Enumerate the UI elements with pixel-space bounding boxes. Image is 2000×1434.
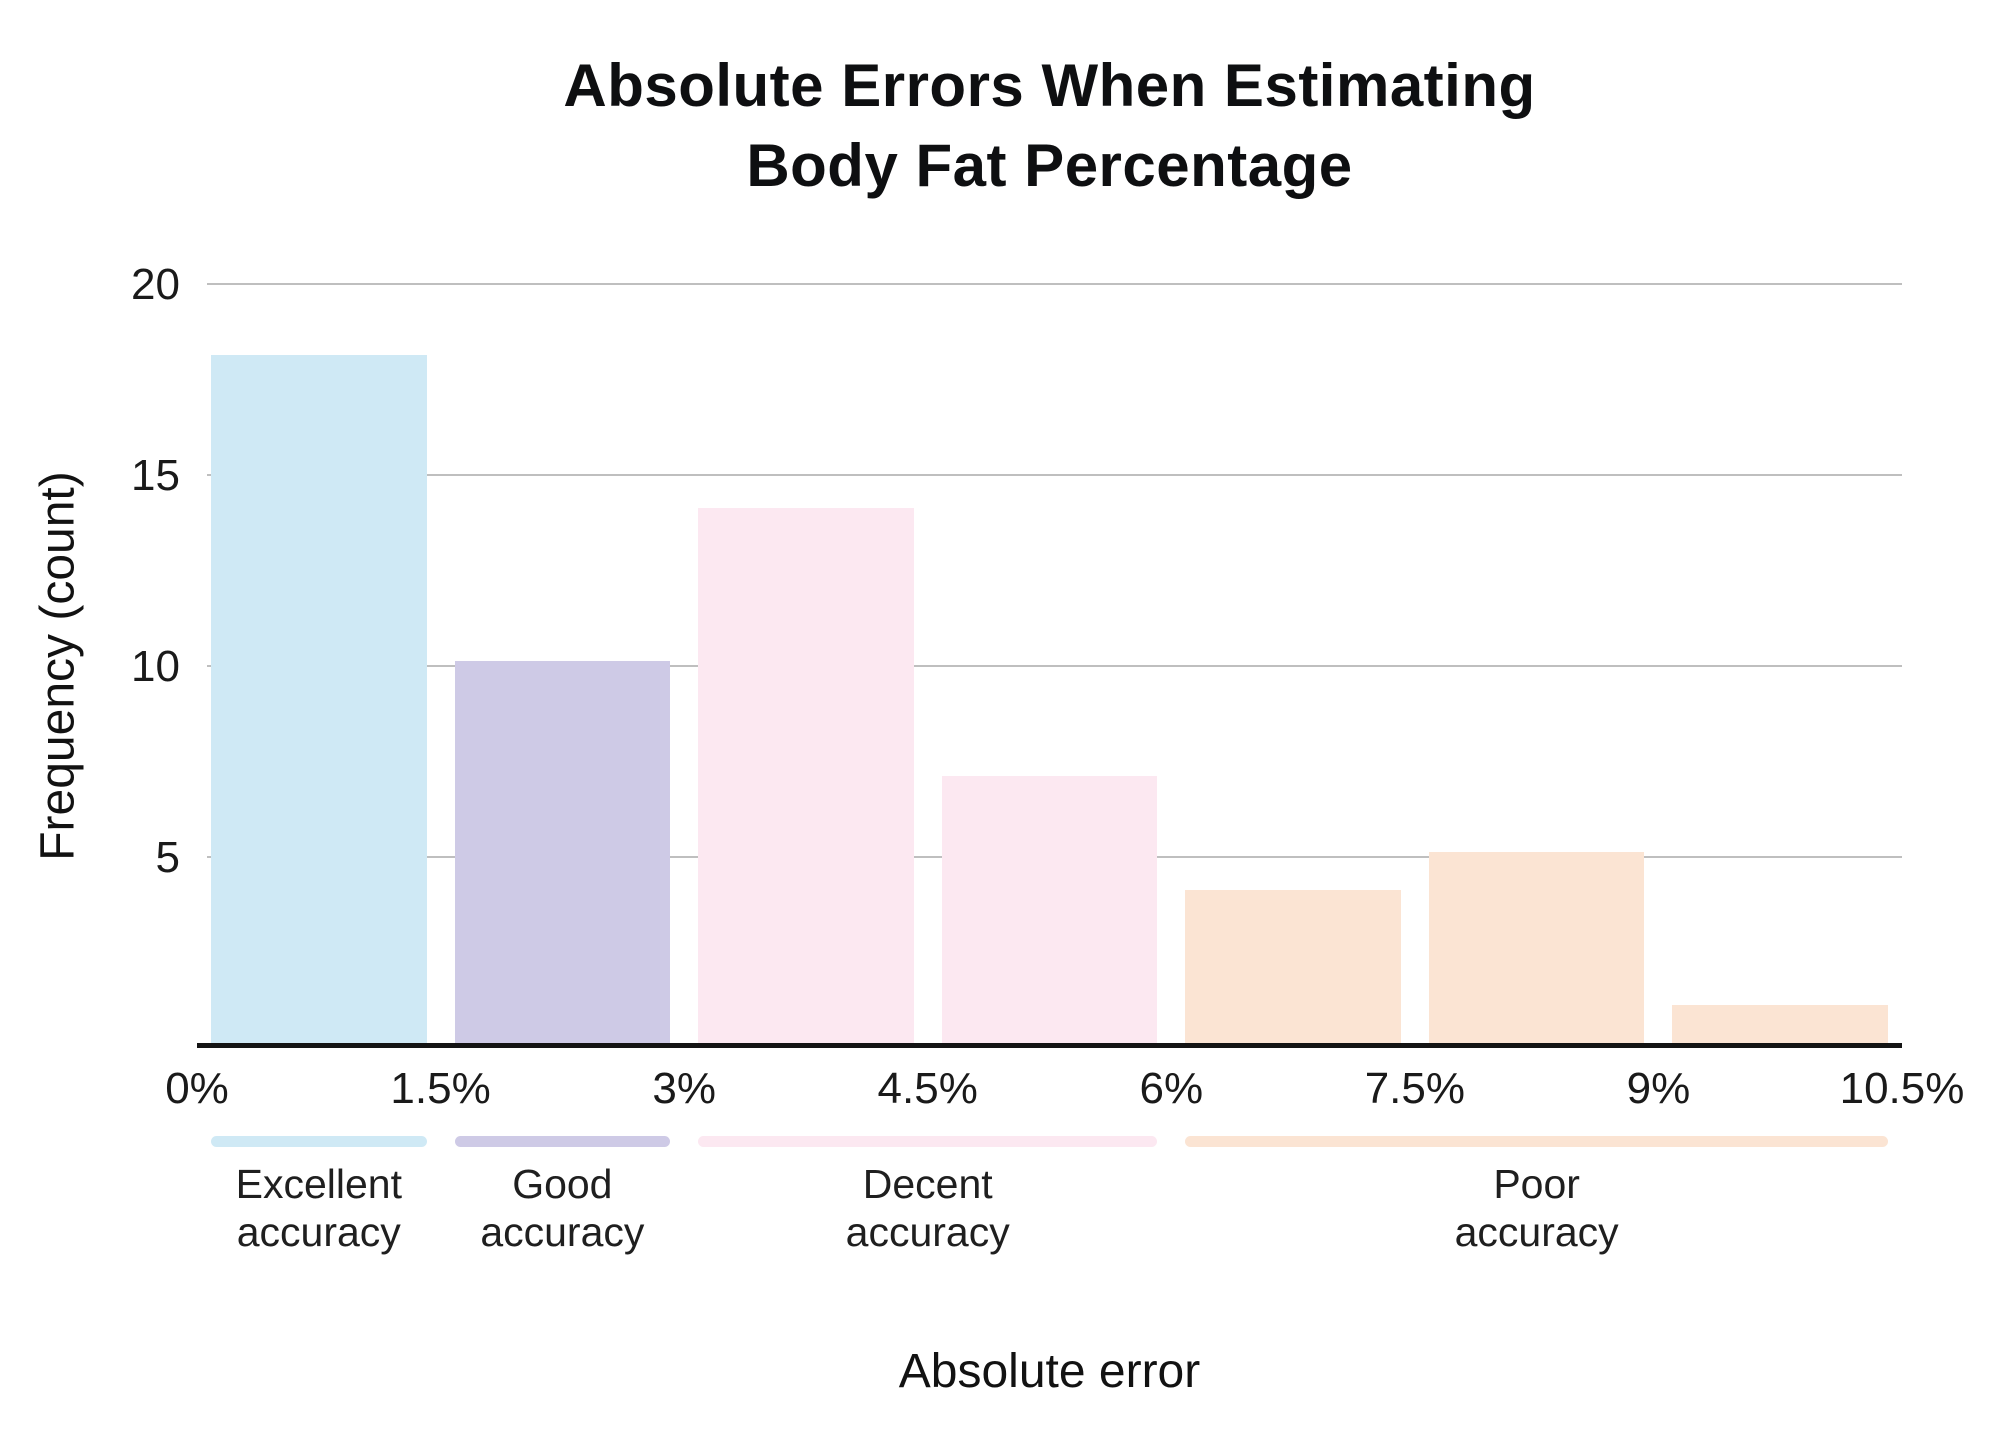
x-tick-label: 3% [652,1064,716,1113]
legend-label-good: Good accuracy [352,1160,772,1256]
legend-label-line1: Decent [862,1161,993,1207]
x-tick-label: 7.5% [1364,1064,1465,1113]
x-tick-label: 10.5% [1839,1064,1965,1113]
histogram-bar [1185,890,1401,1043]
legend-label-line2: accuracy [480,1209,645,1255]
gridline [207,283,1902,285]
legend-swatch-excellent [211,1136,427,1147]
histogram-bar [1428,852,1645,1043]
gridline [207,665,1902,667]
legend-swatch-good [454,1136,671,1147]
x-tick-label: 4.5% [877,1064,978,1113]
legend-label-line2: accuracy [236,1209,401,1255]
legend-label-line1: Good [512,1161,613,1207]
y-tick-label: 10 [131,642,180,691]
chart-title-line1: Absolute Errors When Estimating [563,52,1536,119]
histogram-bar [454,661,671,1043]
legend-label-excellent: Excellent accuracy [109,1160,529,1256]
legend-label-poor: Poor accuracy [1327,1160,1747,1256]
legend-label-line1: Excellent [235,1161,402,1207]
y-tick-label: 5 [155,833,180,882]
x-tick-label: 0% [165,1064,229,1113]
x-tick-label: 6% [1139,1064,1204,1113]
histogram-bar [211,355,427,1043]
legend-swatch-decent [698,1136,1158,1147]
gridline [207,474,1902,476]
histogram-bar [941,775,1158,1043]
chart-title: Absolute Errors When Estimating Body Fat… [197,46,1902,206]
x-axis-label: Absolute error [898,1345,1201,1398]
histogram-bar [1672,1004,1888,1043]
legend-label-line1: Poor [1493,1161,1580,1207]
plot-area [197,283,1902,1048]
histogram-bar [698,508,914,1043]
y-tick-label: 15 [131,451,180,500]
legend-swatch-poor [1185,1136,1888,1147]
legend-label-line2: accuracy [1454,1209,1619,1255]
x-tick-label: 1.5% [390,1064,491,1113]
y-tick-label: 20 [131,260,180,309]
chart-title-line2: Body Fat Percentage [746,132,1353,199]
legend-label-line2: accuracy [845,1209,1010,1255]
x-tick-label: 9% [1626,1064,1691,1113]
legend-label-decent: Decent accuracy [718,1160,1138,1256]
